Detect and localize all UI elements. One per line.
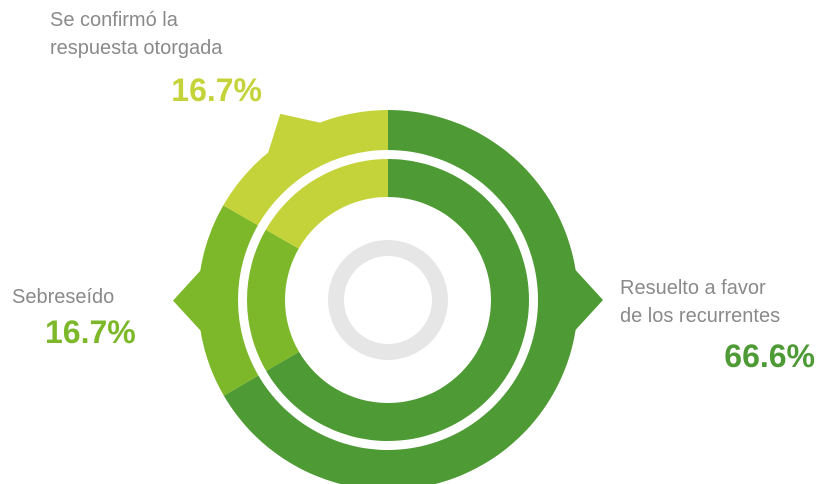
inner-segment: [247, 229, 300, 372]
arrow: [173, 263, 207, 338]
outer-segment: [223, 110, 388, 226]
category-label: Sebreseído: [12, 286, 115, 308]
category-label: Resuelto a favor de los recurrentes: [620, 277, 781, 327]
inner-segment: [266, 159, 529, 442]
center-ring: [328, 240, 448, 360]
value-label: 16.7%: [171, 72, 262, 108]
value-label: 66.6%: [724, 338, 815, 374]
arrow: [569, 263, 603, 337]
inner-segment: [265, 159, 388, 249]
category-label: Se confirmó la respuesta otorgada: [50, 9, 223, 59]
value-label: 16.7%: [45, 314, 136, 350]
outer-segment: [198, 205, 259, 396]
